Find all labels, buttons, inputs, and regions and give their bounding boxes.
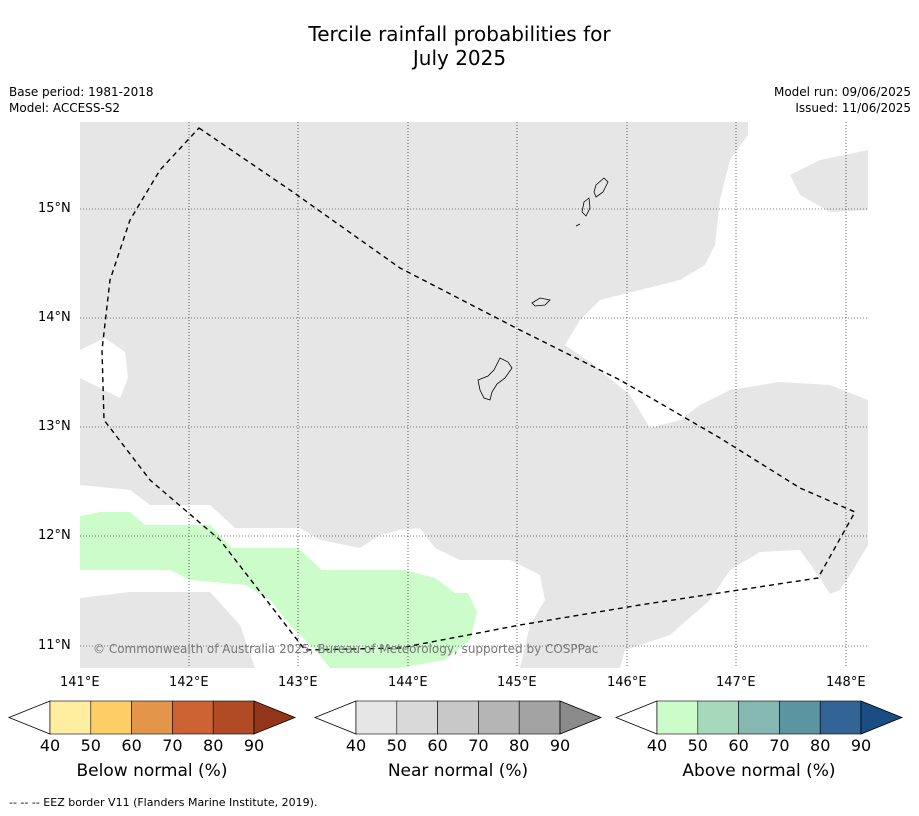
eez-footnote: -- -- -- EEZ border V11 (Flanders Marine… [9,796,318,809]
colorbar-near-tick: 70 [468,736,488,755]
lat-label-12: 12°N [38,528,71,543]
lon-label-147: 147°E [716,675,756,690]
no-signal-region-west [80,338,128,398]
colorbar-near-tick: 90 [550,736,570,755]
meta-left: Base period: 1981-2018 Model: ACCESS-S2 [9,84,154,116]
colorbar-near-tick: 40 [346,736,366,755]
colorbar-above-segment [738,700,780,735]
colorbar-near-segment [396,700,438,735]
colorbar-above-tick: 50 [688,736,708,755]
colorbar-near-tick: 50 [387,736,407,755]
lon-label-146: 146°E [607,675,647,690]
island-aguijan [575,223,581,227]
meta-right: Model run: 09/06/2025 Issued: 11/06/2025 [774,84,911,116]
colorbar-below-tick: 90 [244,736,264,755]
colorbar-near-low-extend [313,700,357,735]
lat-label-14: 14°N [38,310,71,325]
colorbar-above-segment [779,700,821,735]
colorbar-above-segment [656,700,699,735]
colorbar-above-tick: 70 [769,736,789,755]
colorbar-above-tick: 60 [728,736,748,755]
colorbar-above: 40 50 60 70 80 90 [614,700,904,755]
colorbar-near-tick: 60 [427,736,447,755]
colorbar-below-segment [131,700,173,735]
island-tinian [581,197,591,217]
island-guam [477,357,513,401]
colorbars: 40 50 60 70 80 90 40 50 60 70 80 90 40 50 60 70 80 90 [7,700,904,755]
no-signal-region-south [80,485,868,668]
colorbar-above-low-extend [614,700,658,735]
colorbar-near-tick: 80 [509,736,529,755]
lon-label-143: 143°E [278,675,318,690]
issued-date: Issued: 11/06/2025 [795,101,911,115]
lon-label-144: 144°E [388,675,428,690]
colorbar-near: 40 50 60 70 80 90 [313,700,603,755]
island-saipan [593,177,609,198]
colorbar-above-tick: 90 [851,736,871,755]
lon-label-141: 141°E [60,675,100,690]
base-period: Base period: 1981-2018 [9,85,154,99]
lon-label-145: 145°E [497,675,537,690]
colorbar-near-segment [355,700,398,735]
colorbar-below-high-extend [253,700,297,735]
colorbar-near-segment [518,700,561,735]
below-normal-label: Below normal (%) [76,761,228,781]
colorbar-above-tick: 40 [647,736,667,755]
lat-label-11: 11°N [38,638,71,653]
lon-label-148: 148°E [826,675,866,690]
colorbar-below-segment [172,700,214,735]
colorbar-below-segment [212,700,255,735]
colorbar-below-tick: 50 [81,736,101,755]
map-area: © Commonwealth of Australia 2025, Bureau… [80,122,868,668]
colorbar-above-segment [697,700,739,735]
title-line-2: July 2025 [412,46,507,70]
copyright-text: © Commonwealth of Australia 2025, Bureau… [93,642,598,656]
above-normal-region [80,512,477,668]
lat-label-15: 15°N [38,201,71,216]
near-normal-label: Near normal (%) [387,761,529,781]
above-normal-label: Above normal (%) [682,761,836,781]
colorbar-below-segment [90,700,132,735]
colorbar-near-high-extend [559,700,603,735]
island-rota [531,297,551,307]
colorbar-above-segment [819,700,862,735]
model-run: Model run: 09/06/2025 [773,85,911,99]
near-normal-strip-south [80,592,255,668]
model-name: Model: ACCESS-S2 [9,101,121,115]
eez-border [101,127,856,651]
colorbar-near-segment [478,700,520,735]
colorbar-below-tick: 80 [203,736,223,755]
colorbar-below-tick: 60 [121,736,141,755]
lat-label-13: 13°N [38,419,71,434]
colorbar-below-low-extend [7,700,51,735]
colorbar-below: 40 50 60 70 80 90 [7,700,297,755]
colorbar-below-segment [49,700,92,735]
colorbar-below-tick: 40 [40,736,60,755]
colorbar-above-tick: 80 [810,736,830,755]
map-title: Tercile rainfall probabilities for July … [0,22,919,70]
title-line-1: Tercile rainfall probabilities for [308,22,611,46]
no-signal-region-east [565,122,868,428]
lon-label-142: 142°E [169,675,209,690]
colorbar-near-segment [437,700,479,735]
colorbar-above-high-extend [860,700,904,735]
colorbar-below-tick: 70 [162,736,182,755]
gridlines [80,122,868,668]
